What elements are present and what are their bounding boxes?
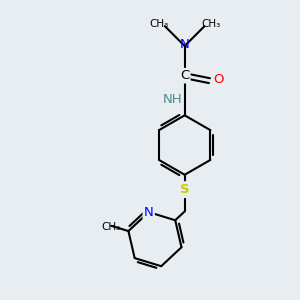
Text: O: O bbox=[213, 73, 224, 86]
Text: C: C bbox=[180, 69, 189, 82]
Text: CH₃: CH₃ bbox=[202, 19, 221, 29]
Text: CH₃: CH₃ bbox=[102, 222, 121, 232]
Text: NH: NH bbox=[163, 93, 183, 106]
Text: N: N bbox=[144, 206, 154, 219]
Text: S: S bbox=[180, 183, 190, 196]
Text: CH₃: CH₃ bbox=[149, 19, 169, 29]
Text: N: N bbox=[180, 38, 190, 52]
